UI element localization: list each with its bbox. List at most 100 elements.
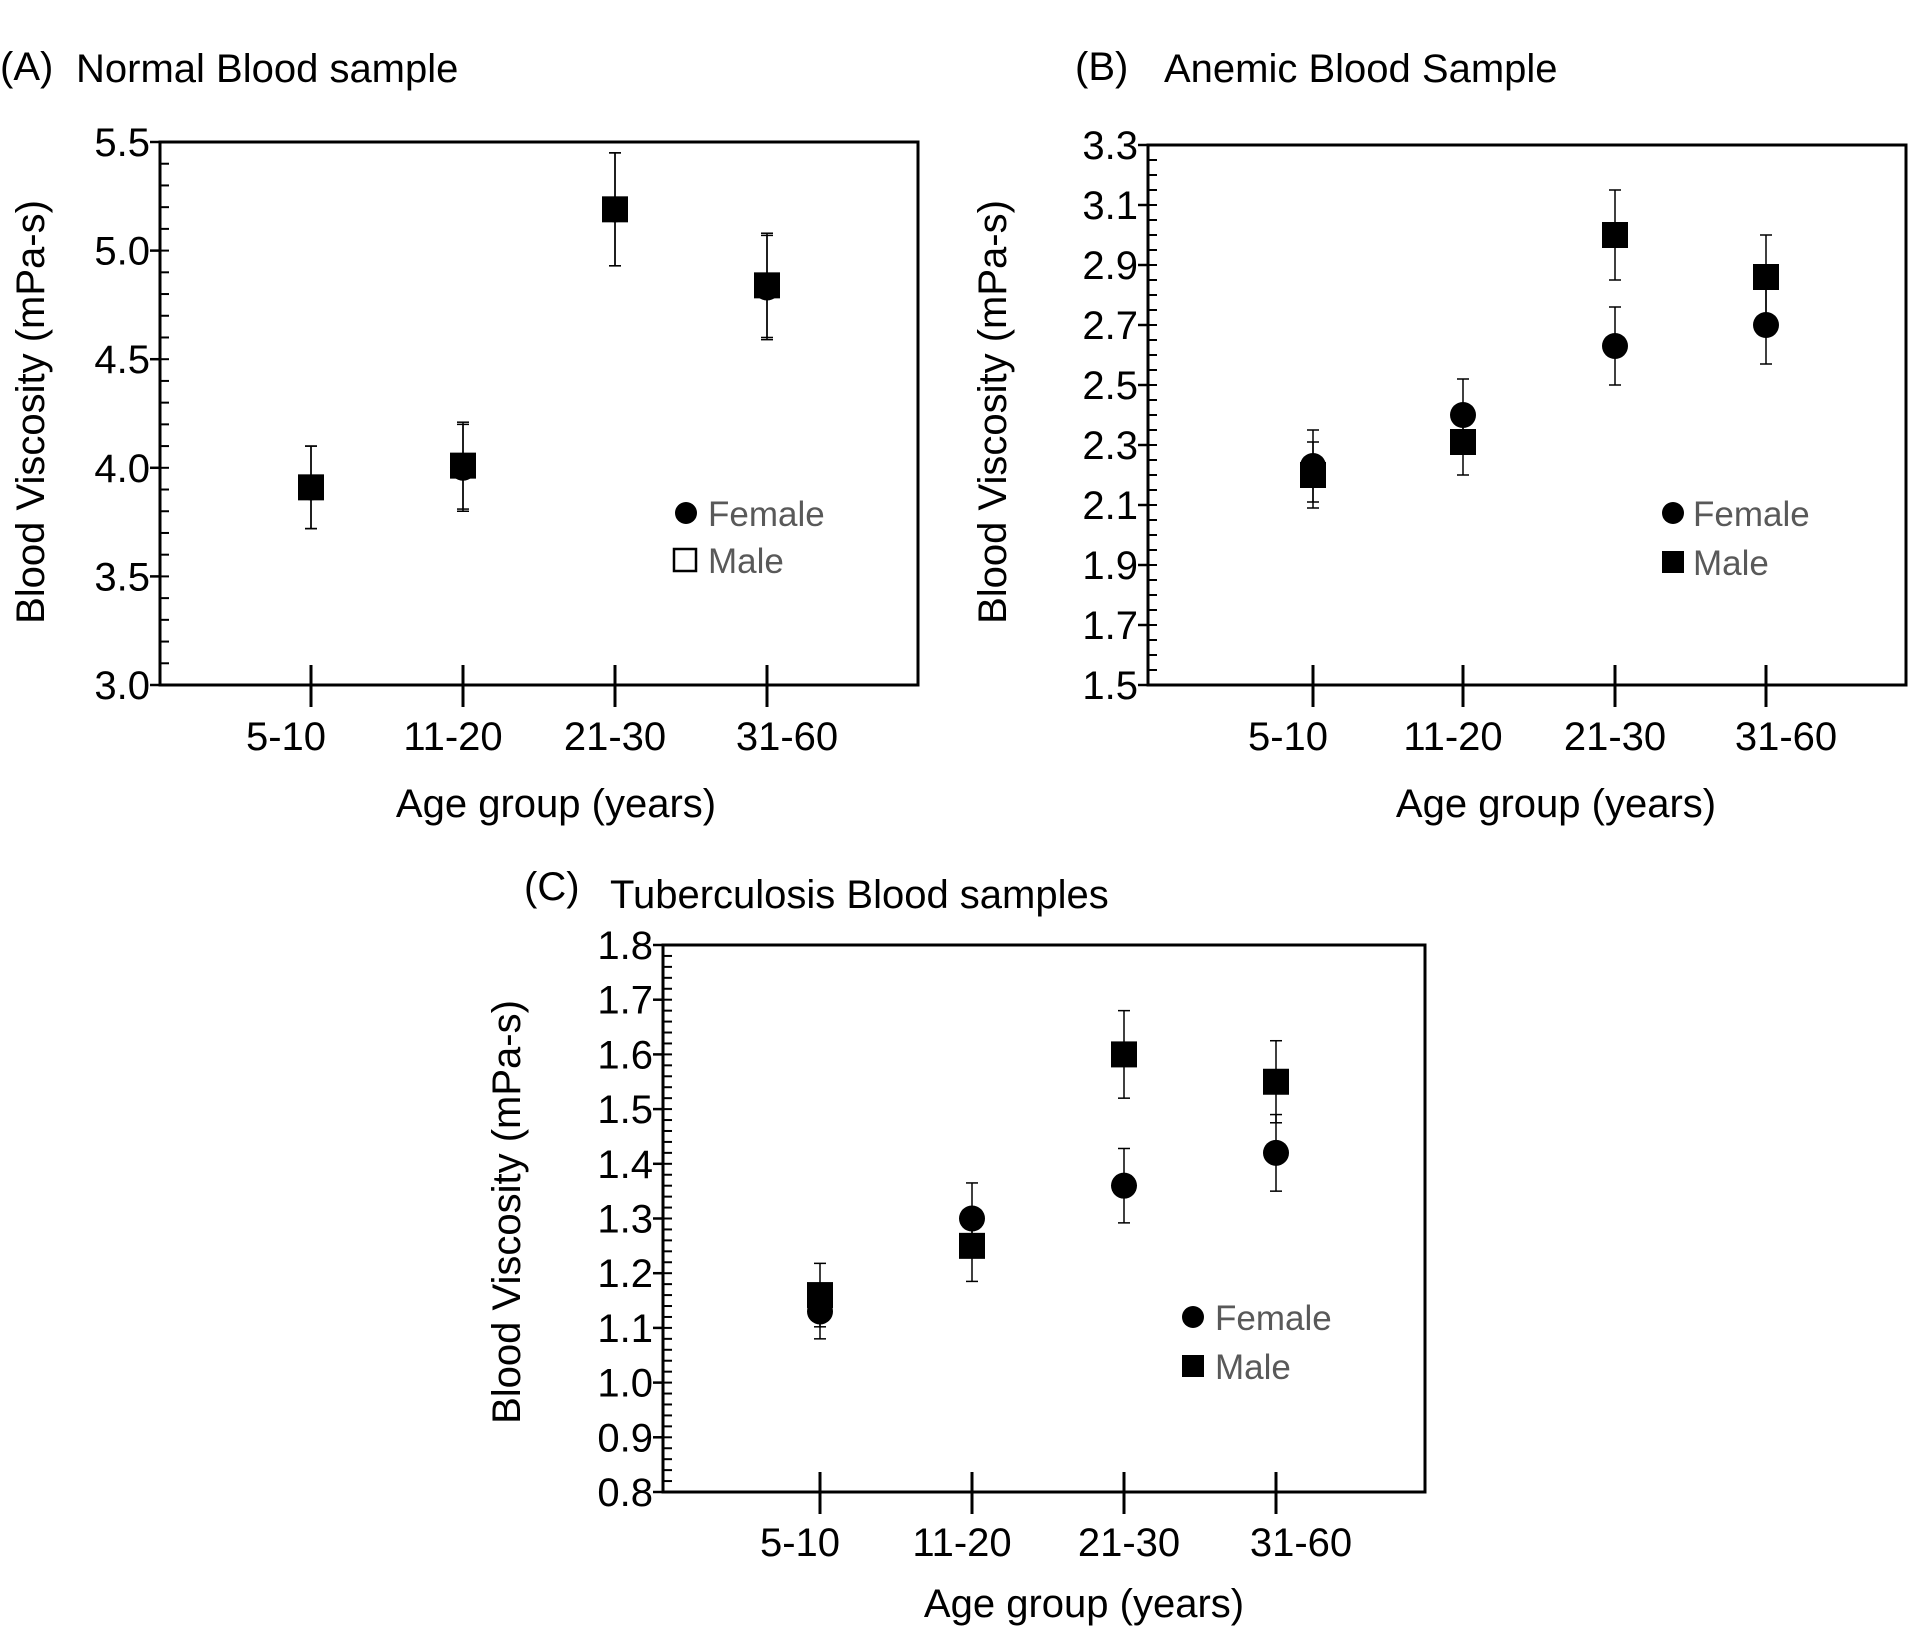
panel-b-legend: Female Male [1662, 495, 1810, 583]
panel-b-x-tick-label: 21-30 [1564, 715, 1666, 759]
panel-b-point-male [1753, 264, 1779, 290]
panel-a-y-tick-label: 4.5 [94, 338, 150, 382]
panel-c-y-axis-label: Blood Viscosity (mPa-s) [485, 1000, 529, 1424]
panel-a: (A) Normal Blood sample Blood Viscosity … [0, 45, 920, 826]
panel-a-point-male [754, 272, 780, 299]
panel-b-y-tick-label: 2.1 [1082, 484, 1138, 528]
panel-c-y-tick-label: 1.0 [597, 1362, 653, 1406]
panel-c: (C) Tuberculosis Blood samples Blood Vis… [485, 865, 1427, 1626]
panel-c-legend-male-label: Male [1215, 1348, 1291, 1387]
panel-a-y-tick-label: 5.0 [94, 230, 150, 274]
panel-c-x-tick-labels: 5-10 11-20 21-30 31-60 [760, 1521, 1352, 1565]
panel-b-y-tick-label: 2.9 [1082, 244, 1138, 288]
panel-c-legend-male-marker [1182, 1355, 1204, 1377]
panel-c-y-tick-label: 0.9 [597, 1416, 653, 1460]
panel-c-point-male [959, 1232, 985, 1259]
panel-c-y-tick-label: 1.2 [597, 1252, 653, 1296]
panel-b-y-tick-label: 2.5 [1082, 364, 1138, 408]
panel-c-point-female [1111, 1172, 1137, 1199]
panel-c-minor-ticks [653, 943, 672, 1494]
panel-a-legend-female-label: Female [708, 495, 825, 534]
panel-a-legend: Female Male [672, 495, 825, 581]
panel-a-x-ticks [309, 665, 769, 707]
panel-a-x-axis-label: Age group (years) [396, 782, 716, 826]
panel-b-point-male [1602, 222, 1628, 248]
panel-c-y-tick-label: 1.4 [597, 1143, 653, 1187]
panel-b-markers [1300, 222, 1779, 488]
panel-a-point-male [298, 474, 324, 501]
panel-b-y-tick-label: 3.3 [1082, 124, 1138, 168]
panel-c-point-male [1111, 1041, 1137, 1068]
panel-c-plot-area [661, 943, 1427, 1494]
panel-a-y-axis-label: Blood Viscosity (mPa-s) [9, 200, 53, 624]
panel-b-y-tick-label: 2.7 [1082, 304, 1138, 348]
panel-a-plot-area [158, 140, 920, 687]
panel-b-title: Anemic Blood Sample [1164, 47, 1558, 91]
panel-a-error-bars [305, 152, 773, 530]
panel-b-x-ticks [1311, 665, 1768, 707]
panel-c-legend: Female Male [1182, 1299, 1332, 1387]
panel-c-error-bars [814, 1009, 1282, 1340]
panel-c-markers [807, 1041, 1289, 1325]
panel-a-x-tick-label: 31-60 [736, 715, 838, 759]
panel-a-point-male [602, 196, 628, 223]
panel-c-y-tick-label: 1.8 [597, 924, 653, 968]
panel-a-markers [298, 196, 780, 501]
panel-b-x-tick-label: 11-20 [1403, 715, 1502, 759]
panel-b-point-female [1753, 312, 1779, 338]
panel-c-y-tick-label: 1.6 [597, 1033, 653, 1077]
panel-b-x-axis-label: Age group (years) [1396, 782, 1716, 826]
panel-c-y-tick-label: 1.5 [597, 1088, 653, 1132]
panel-c-y-tick-label: 1.3 [597, 1198, 653, 1242]
panel-c-y-tick-label: 0.8 [597, 1471, 653, 1515]
panel-a-title: Normal Blood sample [76, 47, 458, 91]
panel-b-y-tick-label: 1.5 [1082, 664, 1138, 708]
panel-c-y-tick-label: 1.1 [597, 1307, 653, 1351]
panel-c-x-tick-label: 21-30 [1078, 1521, 1180, 1565]
panel-c-label: (C) [524, 865, 580, 909]
panel-b-x-tick-label: 5-10 [1248, 715, 1328, 759]
panel-b-legend-female-label: Female [1693, 495, 1810, 534]
panel-b-legend-female-marker [1662, 502, 1684, 524]
panel-a-legend-male-label: Male [708, 542, 784, 581]
panel-b-point-male [1300, 462, 1326, 488]
panel-a-label: (A) [0, 45, 53, 89]
panel-c-x-ticks [818, 1472, 1278, 1514]
panel-c-point-female [1263, 1139, 1289, 1166]
panel-b-point-female [1602, 333, 1628, 359]
panel-b-point-female [1450, 402, 1476, 428]
panel-c-x-tick-label: 5-10 [760, 1521, 840, 1565]
panel-c-point-female [959, 1205, 985, 1232]
panel-b-legend-male-marker [1662, 551, 1684, 573]
panel-c-legend-female-label: Female [1215, 1299, 1332, 1338]
panel-a-x-tick-labels: 5-10 11-20 21-30 31-60 [246, 715, 838, 759]
panel-b-minor-ticks [1138, 143, 1157, 687]
panel-b-y-tick-label: 3.1 [1082, 184, 1138, 228]
panel-b-y-tick-label: 1.7 [1082, 604, 1138, 648]
panel-c-point-male [1263, 1068, 1289, 1095]
panel-a-y-tick-label: 3.0 [94, 664, 150, 708]
panel-b-x-tick-label: 31-60 [1735, 715, 1837, 759]
panel-a-x-tick-label: 21-30 [564, 715, 666, 759]
panel-c-x-tick-label: 31-60 [1250, 1521, 1352, 1565]
panel-b-y-tick-label: 1.9 [1082, 544, 1138, 588]
panel-b-plot-area [1146, 143, 1908, 687]
panel-c-x-tick-label: 11-20 [912, 1521, 1011, 1565]
panel-a-y-tick-label: 3.5 [94, 555, 150, 599]
panel-b-y-axis-label: Blood Viscosity (mPa-s) [971, 200, 1015, 624]
panel-b-error-bars [1307, 189, 1772, 509]
panel-b-y-tick-labels: 1.5 1.7 1.9 2.1 2.3 2.5 2.7 2.9 3.1 3.3 [1082, 124, 1138, 708]
panel-b-label: (B) [1075, 45, 1128, 89]
panel-b: (B) Anemic Blood Sample Blood Viscosity … [971, 45, 1908, 826]
panel-c-y-tick-label: 1.7 [597, 979, 653, 1023]
panel-a-x-tick-label: 5-10 [246, 715, 326, 759]
panel-b-point-male [1450, 429, 1476, 455]
panel-b-y-tick-label: 2.3 [1082, 424, 1138, 468]
panel-a-y-tick-labels: 3.0 3.5 4.0 4.5 5.0 5.5 [94, 121, 150, 708]
panel-c-legend-female-marker [1182, 1306, 1204, 1328]
panel-c-y-tick-labels: 0.8 0.9 1.0 1.1 1.2 1.3 1.4 1.5 1.6 1.7 1.8 [597, 924, 653, 1515]
panel-a-legend-male-marker [672, 547, 698, 573]
panel-b-legend-male-label: Male [1693, 544, 1769, 583]
panel-a-y-tick-label: 4.0 [94, 447, 150, 491]
